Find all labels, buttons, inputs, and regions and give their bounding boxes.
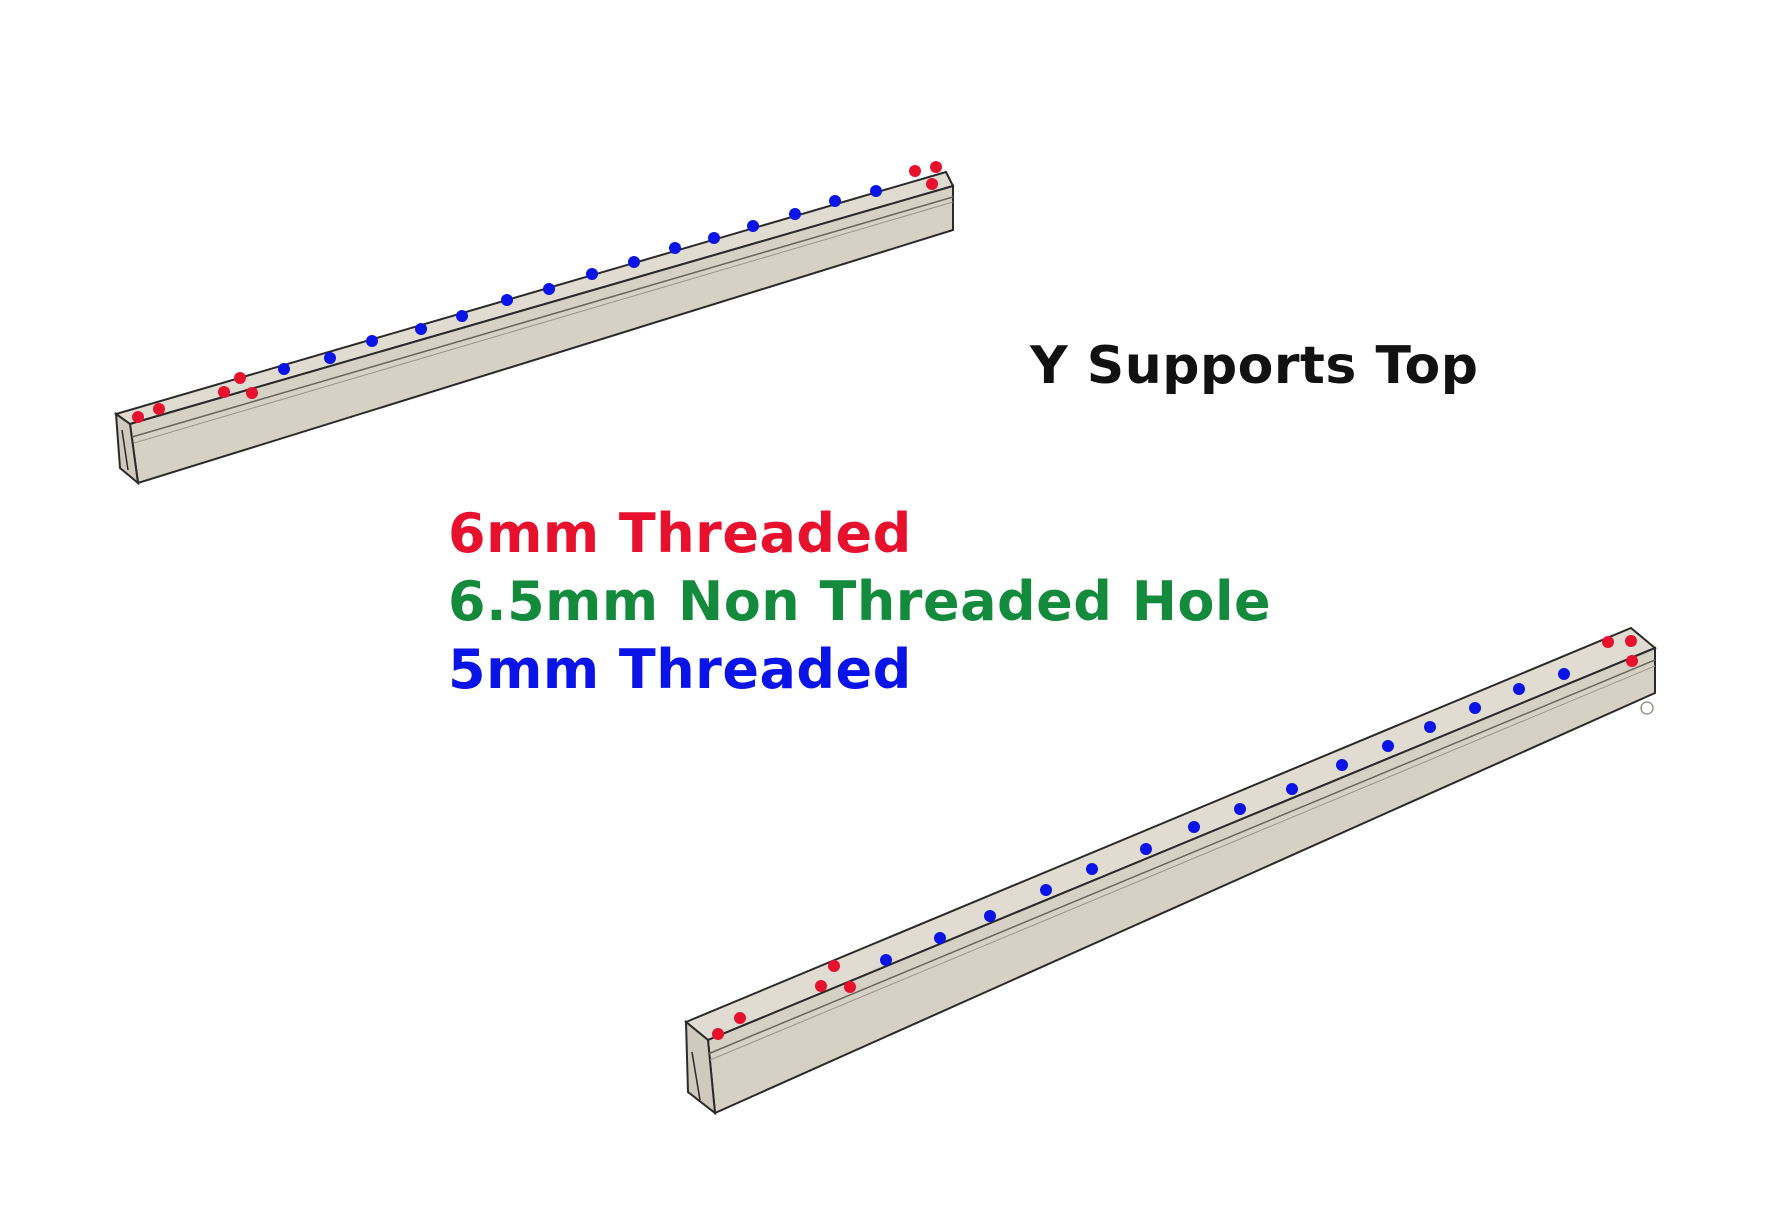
upper-hole-5mm	[628, 256, 640, 268]
lower-hole-5mm	[1286, 783, 1298, 795]
lower-tube-groove-2	[710, 666, 1655, 1060]
upper-hole-5mm	[829, 195, 841, 207]
lower-hole-5mm	[1086, 863, 1098, 875]
upper-hole-6mm	[153, 403, 165, 415]
lower-hole-6mm	[712, 1028, 724, 1040]
upper-hole-5mm	[586, 268, 598, 280]
lower-hole-6mm	[1626, 655, 1638, 667]
lower-hole-6mm	[1625, 635, 1637, 647]
lower-hole-5mm	[1469, 702, 1481, 714]
upper-hole-5mm	[870, 185, 882, 197]
upper-hole-6mm	[132, 411, 144, 423]
upper-hole-6mm	[926, 178, 938, 190]
upper-tube-top-face	[116, 172, 953, 424]
upper-tube-side-face	[130, 186, 953, 483]
lower-tube-groove	[708, 660, 1655, 1054]
lower-hole-5mm	[1140, 843, 1152, 855]
lower-hole-5mm	[1513, 683, 1525, 695]
upper-y-support	[116, 161, 953, 483]
lower-hole-6mm	[1602, 636, 1614, 648]
lower-hole-5mm	[880, 954, 892, 966]
lower-hole-5mm	[1188, 821, 1200, 833]
diagram-title: Y Supports Top	[1030, 336, 1478, 396]
hole-legend: 6mm Threaded 6.5mm Non Threaded Hole 5mm…	[448, 500, 1271, 704]
lower-hole-5mm	[934, 932, 946, 944]
upper-hole-5mm	[708, 232, 720, 244]
lower-hole-5mm	[984, 910, 996, 922]
lower-hole-5mm	[1558, 668, 1570, 680]
upper-hole-6mm	[909, 165, 921, 177]
lower-tube-corner-mark	[1641, 702, 1653, 714]
lower-hole-5mm	[1336, 759, 1348, 771]
upper-hole-5mm	[278, 363, 290, 375]
legend-entry-5mm-threaded: 5mm Threaded	[448, 636, 1271, 704]
upper-hole-6mm	[234, 372, 246, 384]
upper-tube-groove-2	[134, 202, 953, 443]
lower-hole-5mm	[1234, 803, 1246, 815]
lower-hole-6mm	[828, 960, 840, 972]
upper-hole-5mm	[366, 335, 378, 347]
lower-hole-6mm	[815, 980, 827, 992]
upper-hole-6mm	[246, 387, 258, 399]
lower-hole-5mm	[1040, 884, 1052, 896]
legend-entry-6-5mm-non-threaded: 6.5mm Non Threaded Hole	[448, 568, 1271, 636]
upper-hole-5mm	[456, 310, 468, 322]
lower-hole-5mm	[1382, 740, 1394, 752]
upper-hole-6mm	[930, 161, 942, 173]
lower-hole-6mm	[734, 1012, 746, 1024]
upper-hole-5mm	[669, 242, 681, 254]
upper-hole-5mm	[324, 352, 336, 364]
upper-hole-5mm	[415, 323, 427, 335]
lower-hole-6mm	[844, 981, 856, 993]
lower-hole-5mm	[1424, 721, 1436, 733]
upper-hole-5mm	[501, 294, 513, 306]
lower-tube-side-face	[708, 648, 1655, 1113]
upper-hole-5mm	[543, 283, 555, 295]
upper-tube-groove	[132, 197, 953, 437]
legend-entry-6mm-threaded: 6mm Threaded	[448, 500, 1271, 568]
upper-hole-5mm	[789, 208, 801, 220]
upper-hole-5mm	[747, 220, 759, 232]
upper-hole-6mm	[218, 386, 230, 398]
